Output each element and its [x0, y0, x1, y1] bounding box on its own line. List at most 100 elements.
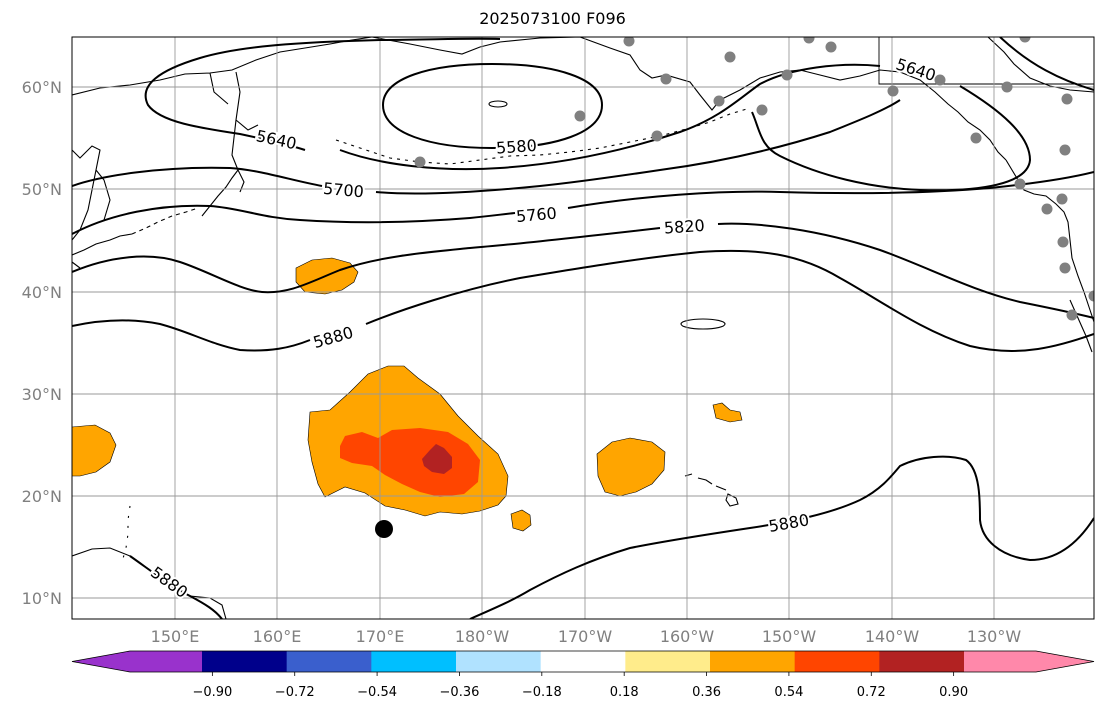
contour-label-5580: 5580: [495, 136, 537, 158]
colorbar-bin: [794, 651, 880, 672]
contour-5640-mid: [339, 37, 1094, 192]
border-alaska-canada: [878, 37, 1094, 85]
colorbar-bin: [286, 651, 372, 672]
station-dot: [1059, 262, 1071, 274]
colorbar-extend-low: [72, 651, 202, 672]
coast-southwest-islands: [72, 547, 227, 619]
station-dot: [1061, 93, 1073, 105]
station-dot: [781, 69, 793, 81]
height-contours: [72, 37, 1094, 619]
station-dot: [724, 51, 736, 63]
station-dot: [825, 41, 837, 53]
lon-label: 160°E: [253, 627, 302, 646]
station-dot: [1019, 37, 1031, 43]
coast-okhotsk: [72, 145, 133, 269]
station-dot: [1001, 81, 1013, 93]
latitude-labels: 60°N 50°N 40°N 30°N 20°N 10°N: [22, 78, 62, 608]
gridlines: [72, 37, 1094, 619]
contour-5820: [72, 222, 1094, 319]
contour-label-5880-southwest: 5880: [147, 563, 191, 602]
contour-label-5760: 5760: [515, 204, 557, 226]
lon-label: 160°W: [660, 627, 715, 646]
dark-red-core: [422, 444, 452, 474]
map-content: 5580 5640 5640 5700 5760 5820 5880 5880 …: [72, 37, 1094, 619]
station-dot: [803, 37, 815, 44]
station-dot: [756, 104, 768, 116]
station-dot: [934, 74, 946, 86]
station-markers: [414, 37, 1094, 321]
colorbar-extend-high: [964, 651, 1094, 672]
colorbar-bin: [456, 651, 542, 672]
contour-5880-north: [72, 249, 1094, 352]
small-lake-contour: [680, 318, 726, 330]
colorbar-tick-label: 0.18: [610, 685, 639, 700]
station-dot: [623, 37, 635, 47]
contour-5580-ring: [381, 62, 604, 150]
contour-label-5640-west: 5640: [254, 126, 298, 153]
colorbar-bin: [625, 651, 711, 672]
coast-baja: [1069, 299, 1093, 353]
coast-canada-interior: [987, 37, 1094, 93]
station-dot: [574, 110, 586, 122]
colorbar-bin: [710, 651, 796, 672]
colorbar-tick-label: 0.90: [939, 685, 968, 700]
map-title: 2025073100 F096: [479, 9, 626, 28]
contour-labels: 5580 5640 5640 5700 5760 5820 5880 5880 …: [145, 52, 940, 604]
map-frame: [71, 36, 1095, 620]
colorbar-bin: [202, 651, 288, 672]
station-dot: [1056, 193, 1068, 205]
anomaly-shading: [72, 257, 743, 532]
station-dot: [1059, 144, 1071, 156]
contour-label-5700: 5700: [322, 179, 364, 201]
contour-label-5880-north: 5880: [311, 323, 355, 352]
lat-label: 10°N: [22, 589, 62, 608]
lon-label: 150°W: [762, 627, 817, 646]
lon-label: 130°W: [967, 627, 1022, 646]
colorbar: −0.90 −0.72 −0.54 −0.36 −0.18 0.18 0.36 0.54 0.7…: [71, 650, 1095, 700]
station-dot: [651, 130, 663, 142]
coast-siberia: [72, 37, 373, 171]
coast-hawaii: [684, 473, 739, 507]
orange-patch-west-edge: [72, 424, 117, 477]
station-dot: [1014, 178, 1026, 190]
lat-label: 20°N: [22, 487, 62, 506]
station-dot: [1088, 290, 1094, 302]
storm-center-marker: [375, 520, 393, 538]
contour-5700: [72, 99, 901, 195]
contour-5880-south: [469, 455, 1094, 619]
lon-label: 150°E: [151, 627, 200, 646]
colorbar-tick-label: 0.54: [774, 685, 803, 700]
lat-label: 30°N: [22, 385, 62, 404]
station-dot: [1057, 236, 1069, 248]
coastlines: [72, 37, 1094, 619]
lat-label: 50°N: [22, 180, 62, 199]
colorbar-tick-label: −0.54: [357, 685, 397, 700]
lon-label: 140°W: [865, 627, 920, 646]
colorbar-tick-label: 0.72: [857, 685, 886, 700]
lon-label: 180°W: [455, 627, 510, 646]
colorbar-tick-label: −0.36: [440, 685, 480, 700]
station-dot: [713, 95, 725, 107]
contour-label-5820: 5820: [663, 216, 705, 238]
station-dot: [1041, 203, 1053, 215]
colorbar-tick-label: −0.72: [275, 685, 315, 700]
coast-aleutians: [335, 107, 751, 165]
orange-patch-south-small: [510, 509, 532, 532]
station-dot: [887, 85, 899, 97]
lon-label: 170°W: [558, 627, 613, 646]
contour-label-5880-south: 5880: [767, 510, 810, 536]
colorbar-bin: [540, 651, 626, 672]
small-island-contour: [488, 100, 508, 108]
colorbar-outline: [71, 650, 1095, 673]
colorbar-tick-label: 0.36: [692, 685, 721, 700]
station-dot: [970, 132, 982, 144]
colorbar-bin: [371, 651, 457, 672]
station-dot: [660, 73, 672, 85]
contour-5640-west: [144, 37, 501, 151]
coast-kurils: [131, 207, 199, 235]
colorbar-bin: [879, 651, 965, 672]
contour-5880-southwest: [129, 555, 223, 619]
contour-5760: [72, 171, 1094, 235]
orange-red-core: [340, 428, 480, 497]
